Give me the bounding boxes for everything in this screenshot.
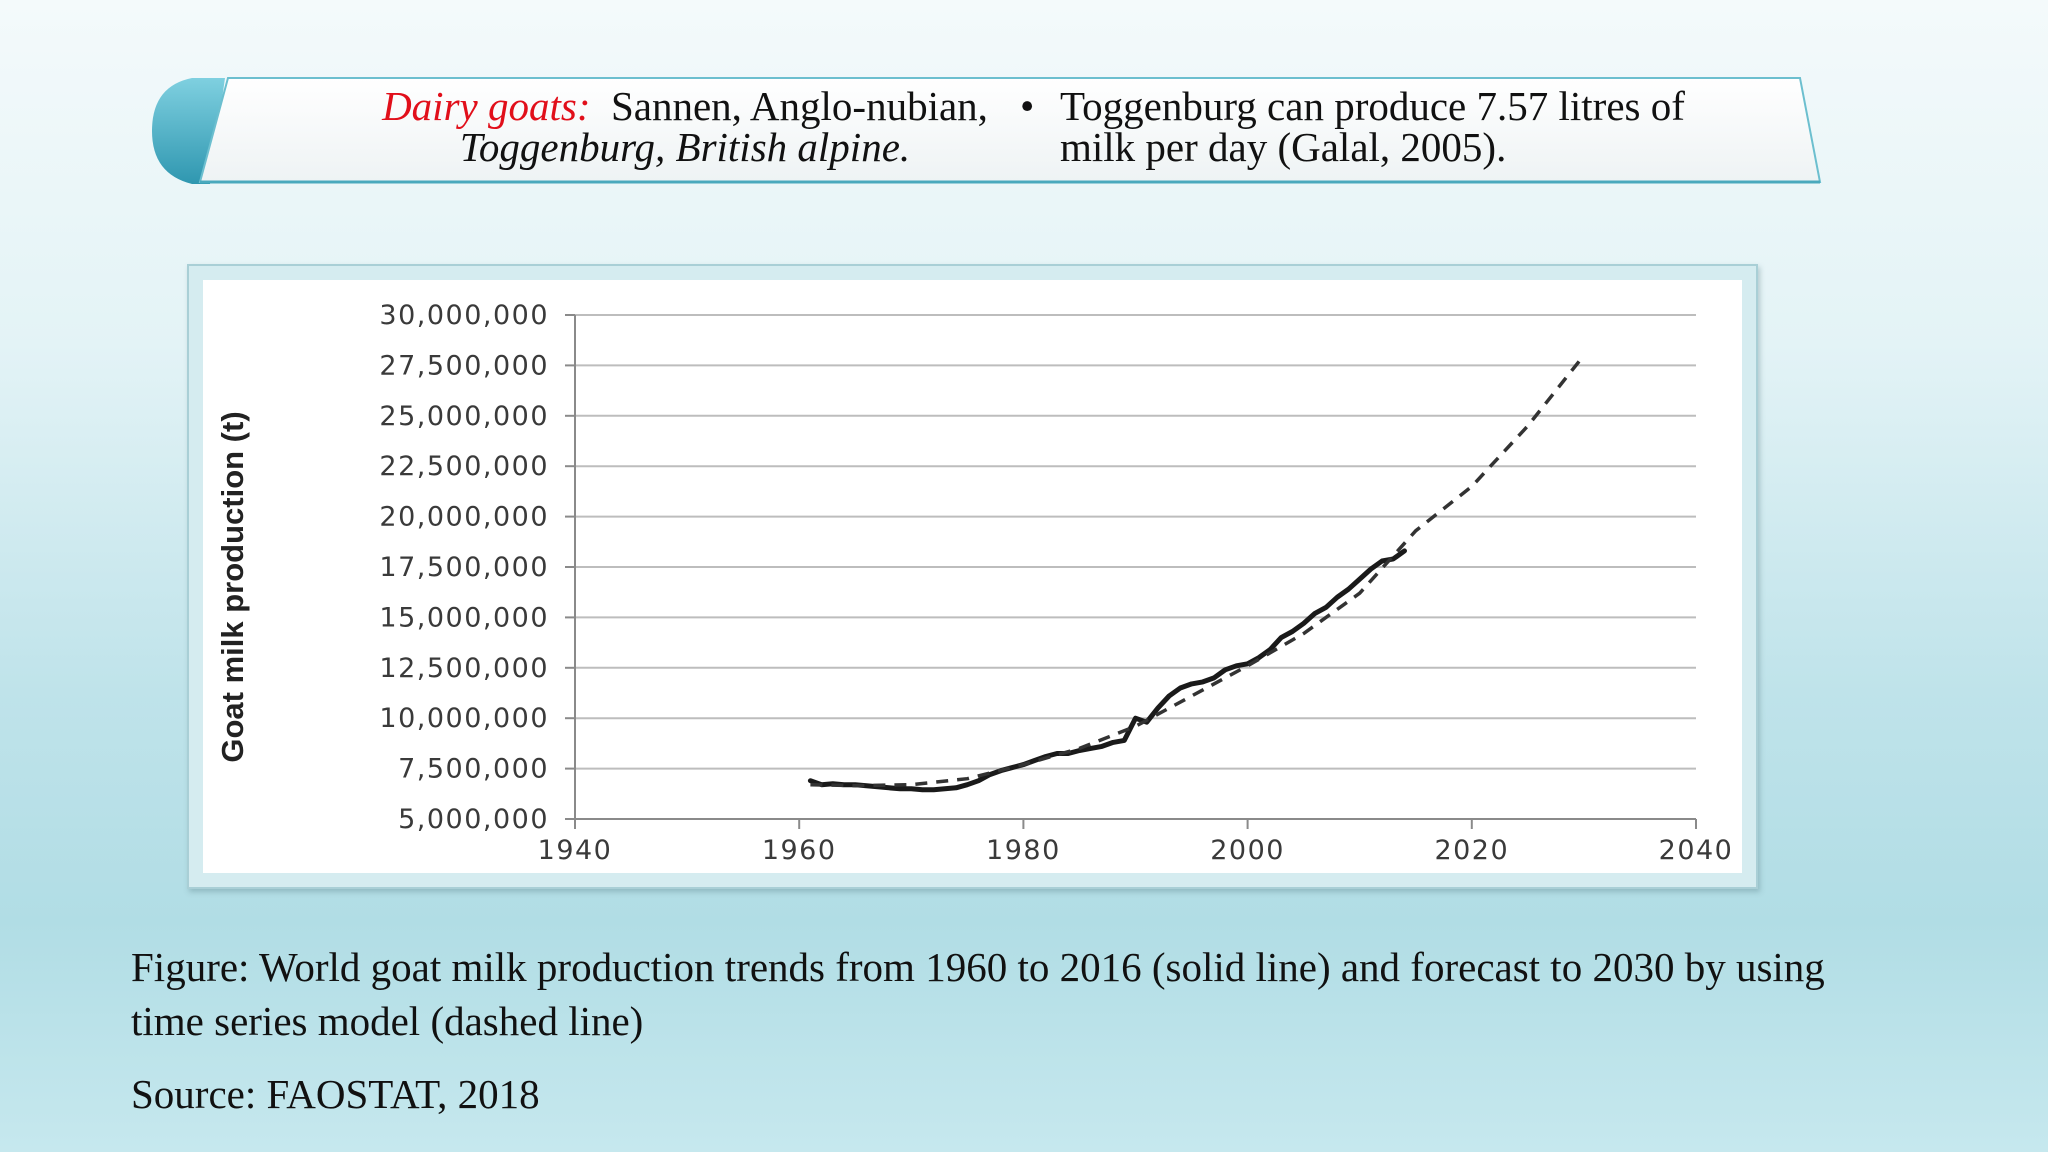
y-tick-label: 7,500,000 (398, 754, 549, 785)
y-tick-label: 17,500,000 (379, 552, 549, 583)
banner-shape (152, 77, 1822, 184)
chart-area: 5,000,000 7,500,000 10,000,000 12,500,000 15… (203, 280, 1742, 873)
x-tick-label: 1960 (762, 835, 837, 866)
production-solid-line (807, 548, 1407, 793)
caption-line2: time series model (dashed line) (131, 998, 644, 1044)
bullet-marker: • (1020, 83, 1035, 129)
caption-line1: Figure: World goat milk production trend… (131, 944, 1825, 990)
forecast-dashed-line (810, 354, 1586, 788)
x-tick-label: 2020 (1434, 835, 1509, 866)
x-tick-label: 2000 (1210, 835, 1285, 866)
y-tick-label: 10,000,000 (379, 703, 549, 734)
y-tick-label: 22,500,000 (379, 451, 549, 482)
breeds-line2: Toggenburg, British alpine. (459, 124, 911, 170)
note-line1: Toggenburg can produce 7.57 litres of (1060, 83, 1685, 129)
dairy-goats-text: Dairy goats: Sannen, Anglo-nubian, Togge… (270, 86, 1100, 168)
x-tick-label: 1940 (538, 835, 613, 866)
goat-milk-chart: 5,000,000 7,500,000 10,000,000 12,500,000 15… (215, 300, 1734, 866)
x-tick-label: 1980 (986, 835, 1061, 866)
y-tick-label: 20,000,000 (379, 502, 549, 533)
breeds-line1: Sannen, Anglo-nubian, (610, 83, 988, 129)
x-tick-label: 2040 (1659, 835, 1734, 866)
y-tick-label: 15,000,000 (379, 602, 549, 633)
note-line2: milk per day (Galal, 2005). (1060, 124, 1507, 170)
title-banner: Dairy goats: Sannen, Anglo-nubian, Togge… (150, 76, 1825, 186)
y-tick-label: 5,000,000 (398, 804, 549, 835)
figure-caption: Figure: World goat milk production trend… (131, 940, 1931, 1048)
y-tick-label: 25,000,000 (379, 401, 549, 432)
chart-frame: 5,000,000 7,500,000 10,000,000 12,500,000 15… (187, 264, 1758, 889)
source-note: Source: FAOSTAT, 2018 (131, 1071, 540, 1117)
y-tick-label: 27,500,000 (379, 350, 549, 381)
y-tick-label: 30,000,000 (379, 300, 549, 331)
y-axis-label: Goat milk production (t) (215, 411, 250, 762)
dairy-goats-label: Dairy goats: (382, 83, 591, 129)
y-tick-label: 12,500,000 (379, 653, 549, 684)
